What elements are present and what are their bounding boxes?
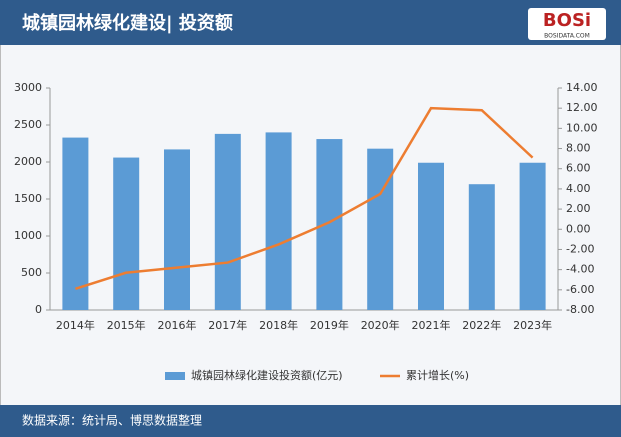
- bar: [468, 184, 495, 310]
- y2-tick-label: 0.00: [566, 222, 591, 235]
- title: 城镇园林绿化建设| 投资额: [22, 12, 233, 34]
- y2-tick-label: -6.00: [566, 283, 594, 296]
- x-tick-label: 2020年: [361, 318, 400, 332]
- y2-tick-label: 10.00: [566, 121, 598, 134]
- x-tick-label: 2014年: [56, 318, 95, 332]
- x-tick-label: 2019年: [310, 318, 349, 332]
- y2-tick-label: 12.00: [566, 101, 598, 114]
- line: [75, 106, 534, 291]
- x-tick-label: 2017年: [208, 318, 247, 332]
- y-tick-label: 500: [21, 266, 42, 279]
- y-tick-label: 1000: [14, 229, 42, 242]
- x-tick-label: 2021年: [412, 318, 451, 332]
- legend-label: 城镇园林绿化建设投资额(亿元): [191, 368, 343, 382]
- x-tick-label: 2018年: [259, 318, 298, 332]
- bar: [418, 162, 444, 310]
- y2-tick-label: -2.00: [566, 242, 594, 255]
- bar: [214, 133, 241, 310]
- header-band: [0, 0, 621, 45]
- y2-tick-label: 6.00: [566, 162, 591, 175]
- x-tick-label: 2015年: [107, 318, 146, 332]
- bar: [316, 139, 343, 310]
- y2-tick-label: 14.00: [566, 81, 598, 94]
- legend-label: 累计增长(%): [406, 368, 469, 382]
- y2-tick-label: 8.00: [566, 142, 591, 155]
- y2-tick-label: -8.00: [566, 303, 594, 316]
- bar: [62, 137, 89, 310]
- x-tick-label: 2023年: [513, 318, 552, 332]
- y-tick-label: 1500: [14, 192, 42, 205]
- logo-text: BOSi: [543, 10, 591, 31]
- x-tick-label: 2016年: [158, 318, 197, 332]
- bar: [113, 157, 140, 310]
- y2-tick-label: 2.00: [566, 202, 591, 215]
- footer-band: [0, 405, 621, 437]
- logo-box: [528, 8, 606, 40]
- bar: [265, 132, 292, 310]
- bar: [164, 149, 190, 310]
- y-tick-label: 2000: [14, 155, 42, 168]
- y-tick-label: 0: [35, 303, 42, 316]
- y2-tick-label: -4.00: [566, 263, 594, 276]
- y-tick-label: 2500: [14, 118, 42, 131]
- y2-tick-label: 4.00: [566, 182, 591, 195]
- y-tick-label: 3000: [14, 81, 42, 94]
- logo-subtext: BOSIDATA.COM: [544, 33, 590, 40]
- x-tick-label: 2022年: [462, 318, 501, 332]
- bar: [367, 148, 394, 310]
- legend-swatch: [165, 372, 185, 380]
- bar: [519, 162, 546, 310]
- source: 数据来源：统计局、博思数据整理: [22, 413, 202, 428]
